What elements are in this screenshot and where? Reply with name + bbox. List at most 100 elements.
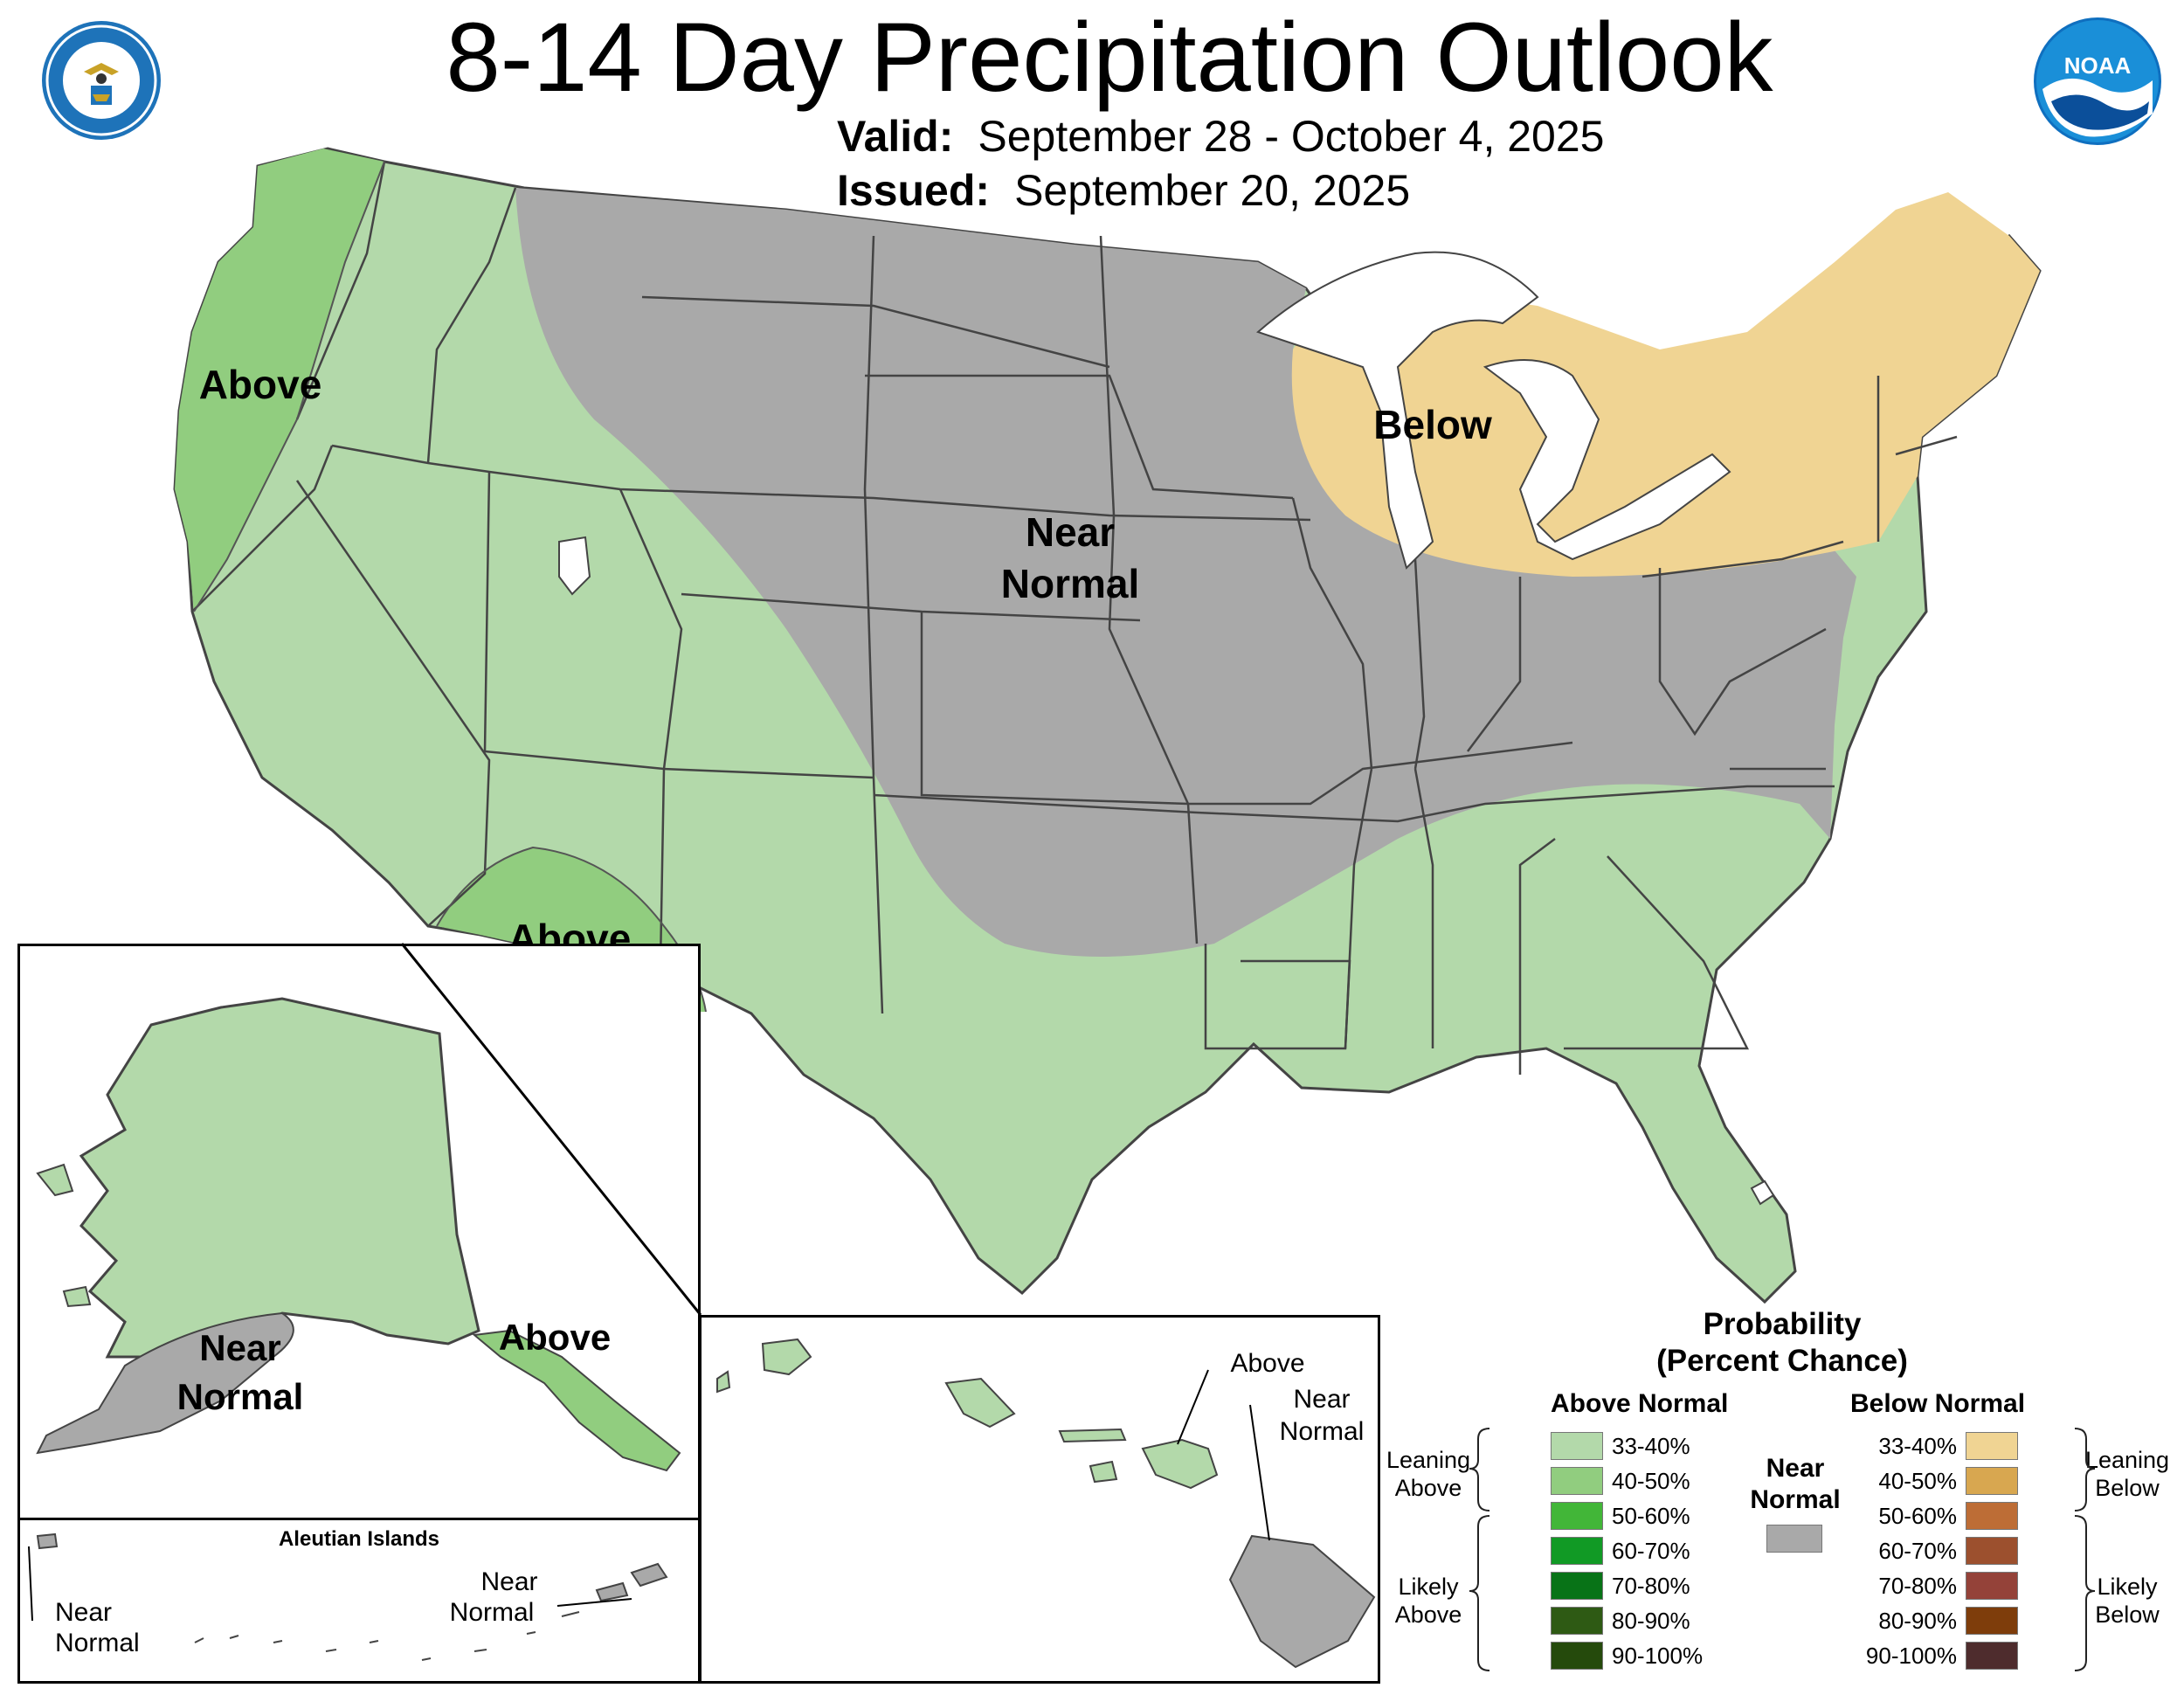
legend-below-swatch [1966,1467,2018,1495]
central-label-line1: Near [1026,509,1115,555]
aleutian-west-label-line1: Near [55,1598,112,1627]
legend-likely-above: Likely Above [1380,1573,1476,1629]
noaa-logo-icon: NOAA [2034,17,2161,145]
alaska-near-normal-area [36,1311,294,1455]
valid-value: September 28 - October 4, 2025 [978,112,1605,161]
niihau-island [716,1370,731,1394]
alaska-islands [36,1163,92,1308]
great-lakes-water [1256,251,1539,570]
kauai-island [761,1338,812,1376]
aleutian-map: Near Normal Near Normal [28,1532,668,1661]
aleutian-west-label-line2: Normal [55,1629,140,1657]
probability-legend: Probability (Percent Chance) Above Norma… [1380,1306,2184,1682]
lake-huron-erie-water [1482,359,1731,561]
legend-below-range-label: 70-80% [1878,1572,1957,1599]
legend-below-range-label: 80-90% [1878,1607,1957,1634]
noaa-logo-text: NOAA [2064,52,2132,79]
legend-likely-above-line1: Likely [1398,1574,1459,1600]
legend-below-range-label: 60-70% [1878,1537,1957,1564]
legend-below-swatch [1966,1607,2018,1635]
legend-above-swatch [1551,1432,1603,1460]
oahu-island [944,1377,1016,1429]
great-salt-lake-water [558,536,591,596]
legend-below-row: 33-40% [1861,1429,2018,1463]
valid-label: Valid: [837,112,954,161]
legend-below-range-label: 90-100% [1865,1642,1957,1669]
lanai-island [1089,1460,1118,1484]
hawaii-above-label: Above [1230,1349,1304,1378]
legend-near-header-line1: Near [1766,1454,1825,1483]
legend-leaning-above: Leaning Above [1380,1446,1476,1502]
pacific-nw-label: Above [199,362,322,407]
commerce-seal-icon [42,21,161,140]
legend-leaning-below-line2: Below [2095,1475,2160,1501]
molokai-island [1058,1428,1127,1443]
legend-above-swatch [1551,1572,1603,1600]
legend-below-range-label: 50-60% [1878,1502,1957,1529]
legend-above-swatch [1551,1607,1603,1635]
legend-above-row: 70-80% [1551,1568,1708,1603]
aleutian-inset: Aleutian Islands Near Normal Near Normal [17,1518,701,1684]
legend-above-header: Above Normal [1551,1389,1729,1418]
legend-title-line1: Probability [1703,1307,1862,1341]
map-title: 8-14 Day Precipitation Outlook [446,3,1773,112]
legend-near-header-line2: Normal [1750,1485,1841,1514]
hawaii-map: Above Near Normal [716,1338,1376,1669]
legend-likely-below: Likely Below [2079,1573,2175,1629]
lake-okeechobee-water [1750,1180,1775,1206]
issued-label: Issued: [837,166,991,215]
maui-island [1141,1438,1219,1490]
legend-likely-below-line1: Likely [2097,1574,2158,1600]
issued-date: Issued: September 20, 2025 [837,166,1410,215]
big-island [1228,1534,1376,1669]
legend-below-swatch [1966,1642,2018,1670]
aleutian-east-label-line2: Normal [450,1598,535,1627]
aleutian-title: Aleutian Islands [278,1527,440,1551]
legend-below-row: 90-100% [1861,1638,2018,1673]
legend-above-swatch [1551,1467,1603,1495]
legend-leaning-below-line1: Leaning [2084,1447,2170,1473]
conus-region-fills [173,147,2042,1304]
legend-above-row: 80-90% [1551,1603,1708,1638]
near-normal-region [515,188,1856,957]
hawaii-near-label-line1: Near [1293,1385,1350,1414]
legend-likely-above-line2: Above [1394,1602,1462,1628]
legend-above-swatch [1551,1537,1603,1565]
legend-above-swatch [1551,1642,1603,1670]
legend-above-range-label: 40-50% [1612,1467,1690,1494]
hawaii-near-label-line2: Normal [1280,1417,1365,1446]
aleutian-east-label-line1: Near [480,1567,537,1596]
legend-braces [1469,1428,2096,1671]
legend-title-line2: (Percent Chance) [1656,1344,1908,1378]
legend-below-row: 80-90% [1861,1603,2018,1638]
aleutian-islands [36,1532,668,1602]
legend-above-range-label: 80-90% [1612,1607,1690,1634]
valid-dates: Valid: September 28 - October 4, 2025 [837,112,1604,161]
legend-leaning-below: Leaning Below [2079,1446,2175,1502]
great-lakes-label: Below [1373,402,1492,447]
alaska-near-label-line2: Normal [177,1376,304,1417]
legend-near-header: Near Normal [1747,1453,1843,1516]
legend-below-row: 50-60% [1861,1498,2018,1533]
legend-above-row: 33-40% [1551,1429,1708,1463]
legend-below-swatch [1966,1572,2018,1600]
legend-below-swatch [1966,1537,2018,1565]
legend-likely-below-line2: Below [2095,1602,2160,1628]
legend-below-header: Below Normal [1850,1389,2026,1418]
legend-above-row: 50-60% [1551,1498,1708,1533]
issued-value: September 20, 2025 [1014,166,1411,215]
legend-above-range-label: 50-60% [1612,1502,1690,1529]
legend-above-range-label: 33-40% [1612,1432,1690,1459]
state-borders [191,161,1958,1075]
legend-near-swatch [1766,1525,1822,1553]
pacific-nw-above-region [175,149,384,612]
alaska-map: Near Normal Above [36,997,681,1472]
legend-below-swatch [1966,1432,2018,1460]
legend-leaning-above-line2: Above [1394,1475,1462,1501]
legend-below-range-label: 33-40% [1878,1432,1957,1459]
legend-leaning-above-line1: Leaning [1386,1447,1471,1473]
legend-below-range-label: 40-50% [1878,1467,1957,1494]
legend-above-row: 60-70% [1551,1533,1708,1568]
